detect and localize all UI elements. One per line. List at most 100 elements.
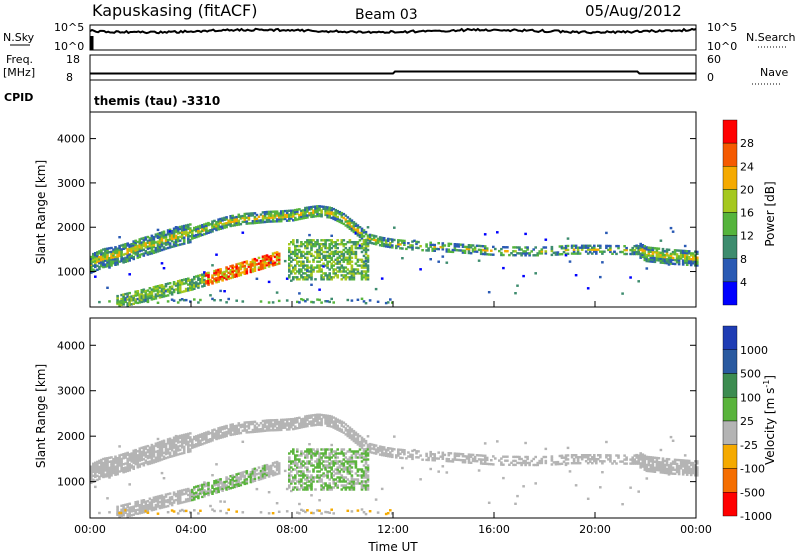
- velocity-cell: [350, 438, 354, 441]
- power-cell: [128, 249, 131, 252]
- velocity-cell: [344, 429, 348, 432]
- velocity-cell: [320, 480, 323, 483]
- velocity-cell: [397, 450, 400, 453]
- velocity-cell: [233, 429, 236, 432]
- velocity-cell: [162, 457, 166, 460]
- velocity-cell: [227, 508, 230, 511]
- velocity-cell: [267, 421, 271, 424]
- velocity-cell: [584, 460, 588, 463]
- power-cell: [114, 251, 117, 255]
- power-cell: [534, 272, 537, 275]
- power-cell: [338, 256, 342, 259]
- velocity-cell: [253, 426, 257, 429]
- power-cell: [336, 239, 339, 242]
- velocity-cell: [269, 472, 273, 476]
- velocity-cell: [235, 483, 238, 486]
- velocity-cell: [134, 454, 137, 458]
- power-cell: [249, 261, 253, 264]
- power-cell: [635, 252, 638, 256]
- power-cell: [94, 275, 97, 278]
- power-cell: [170, 287, 174, 290]
- power-cell: [443, 244, 447, 247]
- velocity-cell: [292, 460, 295, 463]
- power-cell: [429, 245, 432, 248]
- power-cell: [661, 257, 665, 261]
- velocity-cell: [267, 427, 271, 430]
- velocity-cell: [205, 435, 208, 438]
- power-cell: [679, 251, 683, 254]
- velocity-cell: [582, 454, 586, 457]
- velocity-cell: [364, 476, 368, 479]
- velocity-cell: [209, 432, 212, 435]
- power-cell: [350, 248, 354, 252]
- power-cell: [465, 245, 469, 249]
- velocity-cell: [180, 452, 184, 455]
- power-cell: [310, 274, 313, 277]
- velocity-cell: [207, 483, 210, 487]
- velocity-cell: [102, 469, 105, 473]
- power-cell: [296, 254, 299, 258]
- power-cell: [290, 252, 293, 256]
- velocity-cell: [189, 489, 192, 492]
- power-cell: [663, 259, 667, 263]
- velocity-cell: [356, 470, 360, 473]
- power-cell: [134, 298, 137, 301]
- power-cell: [162, 287, 166, 290]
- velocity-cell: [340, 452, 344, 455]
- power-cell: [160, 287, 164, 291]
- power-cell: [150, 240, 154, 243]
- velocity-cell: [174, 445, 178, 449]
- power-cell: [356, 241, 360, 244]
- velocity-cell: [239, 473, 243, 477]
- power-cell: [176, 240, 180, 243]
- velocity-cell: [203, 438, 206, 441]
- velocity-cell: [292, 486, 295, 489]
- power-cell: [154, 247, 158, 250]
- velocity-cell: [356, 439, 360, 442]
- velocity-cell: [384, 512, 388, 516]
- velocity-cell: [205, 484, 208, 487]
- velocity-cell: [207, 481, 210, 485]
- velocity-cell: [302, 464, 305, 467]
- velocity-cell: [346, 478, 350, 481]
- velocity-cell: [152, 445, 156, 448]
- power-cell: [229, 220, 232, 224]
- power-cell: [308, 250, 311, 254]
- power-cell: [160, 243, 164, 246]
- velocity-cell: [239, 475, 243, 479]
- velocity-cell: [330, 450, 333, 453]
- power-cell: [275, 253, 279, 256]
- velocity-cell: [512, 463, 515, 467]
- power-cell: [586, 244, 590, 247]
- velocity-cell: [253, 479, 257, 482]
- power-cell: [502, 246, 505, 249]
- velocity-cell: [332, 460, 335, 463]
- velocity-cell: [681, 463, 685, 466]
- velocity-cell: [170, 455, 174, 458]
- power-cell: [310, 266, 313, 269]
- velocity-cell: [132, 507, 135, 510]
- velocity-cell: [94, 465, 97, 468]
- power-cell: [441, 248, 445, 251]
- power-cell: [368, 239, 372, 242]
- velocity-cell: [645, 455, 649, 459]
- velocity-cell: [364, 512, 368, 516]
- velocity-cell: [162, 495, 166, 499]
- power-cell: [536, 252, 539, 255]
- velocity-cell: [401, 456, 404, 460]
- power-cell: [207, 221, 210, 225]
- velocity-cell: [104, 469, 107, 472]
- velocity-cell: [229, 483, 232, 486]
- power-cell: [312, 268, 315, 271]
- velocity-cell: [191, 496, 194, 500]
- velocity-cell: [360, 508, 364, 511]
- power-cell: [164, 294, 168, 298]
- velocity-cell: [221, 489, 224, 492]
- power-cell: [306, 258, 309, 261]
- power-cell: [326, 276, 329, 279]
- velocity-cell: [378, 447, 382, 450]
- velocity-cell: [334, 450, 337, 453]
- power-cell: [304, 214, 307, 217]
- velocity-cell: [118, 470, 121, 473]
- power-cell: [263, 262, 267, 266]
